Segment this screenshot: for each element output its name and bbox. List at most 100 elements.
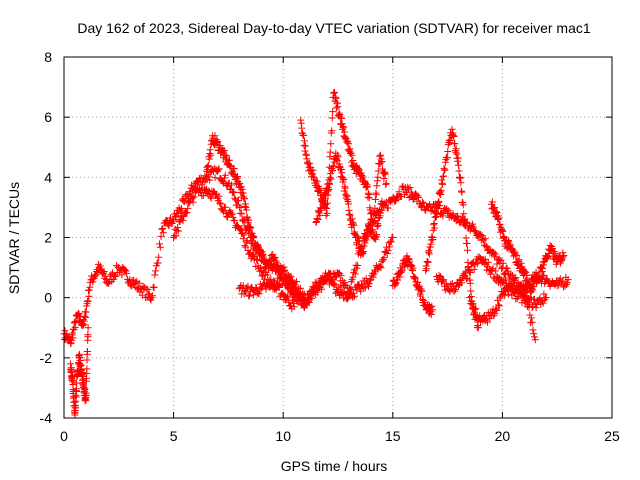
data-point (425, 250, 433, 258)
data-point (174, 227, 182, 235)
data-point (283, 294, 291, 302)
data-point (73, 387, 81, 395)
data-point (172, 232, 180, 240)
data-point (530, 330, 538, 338)
data-point (424, 258, 432, 266)
data-point (371, 196, 379, 204)
data-point (358, 283, 366, 291)
data-point (328, 127, 336, 135)
data-point (82, 308, 90, 316)
data-point (284, 292, 292, 300)
data-point (521, 267, 529, 275)
data-point (215, 192, 223, 200)
data-point (285, 298, 293, 306)
data-point (334, 153, 342, 161)
data-point (361, 284, 369, 292)
data-point (121, 266, 129, 274)
data-point (427, 310, 435, 318)
data-point (495, 255, 503, 263)
data-point (172, 213, 180, 221)
data-point (229, 188, 237, 196)
data-point (488, 198, 496, 206)
data-point (107, 270, 115, 278)
data-point (454, 154, 462, 162)
data-point (91, 273, 99, 281)
data-point (415, 193, 423, 201)
data-point (459, 271, 467, 279)
data-point (507, 270, 515, 278)
data-point (530, 333, 538, 341)
data-point (522, 268, 530, 276)
data-point (118, 271, 126, 279)
data-point (279, 291, 287, 299)
data-point (180, 212, 188, 220)
series-track-3 (170, 184, 298, 313)
data-point (299, 289, 307, 297)
data-point (481, 255, 489, 263)
data-point (501, 292, 509, 300)
data-point (493, 306, 501, 314)
x-axis-label: GPS time / hours (281, 458, 388, 474)
data-point (494, 301, 502, 309)
data-point (313, 177, 321, 185)
data-point (81, 385, 89, 393)
data-point (227, 209, 235, 217)
data-point (363, 183, 371, 191)
data-point (318, 285, 326, 293)
data-point (480, 236, 488, 244)
data-point (383, 249, 391, 257)
data-point (242, 238, 250, 246)
data-point (457, 179, 465, 187)
data-point (428, 306, 436, 314)
data-point (382, 179, 390, 187)
data-point (528, 318, 536, 326)
data-point (377, 206, 385, 214)
data-point (177, 205, 185, 213)
data-point (470, 306, 478, 314)
data-point (329, 108, 337, 116)
data-point (256, 267, 264, 275)
data-point (460, 210, 468, 218)
data-point (375, 263, 383, 271)
data-point (435, 197, 443, 205)
data-point (374, 173, 382, 181)
data-point (444, 147, 452, 155)
data-point (511, 251, 519, 259)
data-point (540, 290, 548, 298)
data-point (369, 218, 377, 226)
data-point (469, 220, 477, 228)
data-point (455, 282, 463, 290)
data-point (563, 281, 571, 289)
data-point (437, 186, 445, 194)
y-tick-label: 4 (44, 169, 52, 185)
data-point (239, 235, 247, 243)
data-point (370, 218, 378, 226)
data-point (451, 140, 459, 148)
data-point (104, 279, 112, 287)
data-point (300, 132, 308, 140)
data-point (267, 280, 275, 288)
data-point (145, 290, 153, 298)
data-point (204, 162, 212, 170)
data-point (303, 300, 311, 308)
data-point (372, 191, 380, 199)
data-point (526, 311, 534, 319)
data-point (366, 276, 374, 284)
data-point (158, 225, 166, 233)
data-point (530, 295, 538, 303)
data-point (472, 228, 480, 236)
data-point (395, 188, 403, 196)
data-point (531, 336, 539, 344)
data-point (309, 166, 317, 174)
data-point (317, 281, 325, 289)
series-track-2 (202, 132, 309, 312)
data-point (184, 204, 192, 212)
data-point (84, 297, 92, 305)
data-point (440, 276, 448, 284)
data-point (564, 276, 572, 284)
data-point (241, 195, 249, 203)
data-point (232, 173, 240, 181)
data-point (345, 291, 353, 299)
data-point (540, 271, 548, 279)
data-point (289, 299, 297, 307)
